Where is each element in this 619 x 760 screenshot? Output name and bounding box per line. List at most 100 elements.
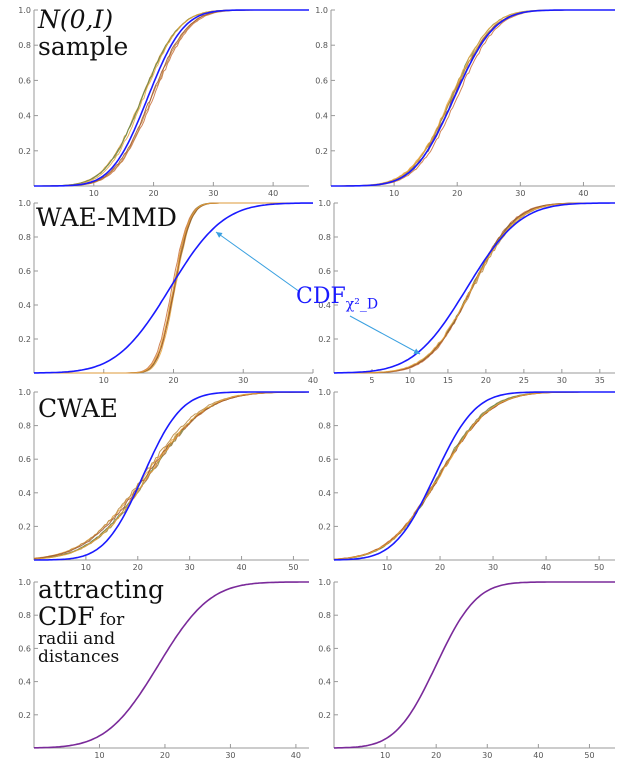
- callout-text: CDF: [296, 284, 346, 309]
- x-tick-label: 30: [208, 189, 218, 198]
- sample-cdf-curve: [331, 9, 615, 187]
- callout-arrow-left: [215, 231, 301, 293]
- y-tick-label: 0.2: [318, 711, 331, 720]
- row4-label-line2a: CDF: [38, 602, 95, 631]
- sample-cdf-curve: [33, 391, 309, 560]
- y-tick-label: 0.2: [318, 522, 331, 531]
- x-tick-label: 20: [435, 563, 445, 572]
- row-label-cwae: CWAE: [38, 394, 118, 423]
- x-tick-label: 40: [578, 189, 588, 198]
- y-tick-label: 0.8: [318, 611, 331, 620]
- cdf-chi-squared-callout: CDFχ²_D: [296, 284, 378, 312]
- sample-cdf-curve: [331, 9, 615, 187]
- x-tick-label: 20: [452, 189, 462, 198]
- x-tick-label: 5: [369, 376, 374, 385]
- y-tick-label: 1.0: [18, 199, 31, 208]
- y-tick-label: 0.2: [315, 147, 328, 156]
- y-tick-label: 0.4: [318, 489, 331, 498]
- sample-cdf-curve: [331, 9, 615, 187]
- row-label-attracting: attracting CDF for radii and distances: [38, 576, 164, 667]
- callout-arrow-right: [349, 315, 421, 355]
- x-tick-label: 30: [557, 376, 567, 385]
- x-tick-label: 20: [133, 563, 143, 572]
- sample-cdf-curve: [333, 391, 615, 560]
- x-tick-label: 50: [594, 563, 604, 572]
- panel-row2-right: 0.2 0.4 0.6 0.8 1.0 5 10 15 20 25 30 35: [318, 199, 615, 385]
- x-tick-label: 10: [94, 751, 104, 760]
- panel-row1-right: 0.2 0.4 0.6 0.8 1.0 10 20 30 40: [315, 6, 615, 198]
- y-tick-label: 0.6: [18, 455, 31, 464]
- y-tick-label: 1.0: [318, 199, 331, 208]
- reference-cdf-curve: [331, 9, 615, 187]
- x-tick-label: 20: [431, 751, 441, 760]
- y-tick-label: 0.8: [18, 611, 31, 620]
- x-tick-label: 15: [443, 376, 453, 385]
- reference-cdf-curve: [34, 9, 309, 187]
- reference-cdf-curve: [34, 391, 309, 561]
- y-tick-label: 0.8: [318, 422, 331, 431]
- x-tick-label: 35: [595, 376, 605, 385]
- x-tick-label: 50: [584, 751, 594, 760]
- panel-row1-left: 0.2 0.4 0.6 0.8 1.0 10 20 30 40: [18, 6, 309, 198]
- y-tick-label: 0.2: [18, 147, 31, 156]
- sample-cdf-curve: [34, 202, 313, 374]
- sample-cdf-curve: [333, 391, 615, 560]
- y-tick-label: 0.4: [18, 489, 31, 498]
- x-tick-label: 10: [405, 376, 415, 385]
- row4-label-line2b: for: [99, 610, 125, 630]
- y-tick-label: 1.0: [318, 578, 331, 587]
- sample-cdf-curve: [333, 391, 615, 560]
- sample-cdf-curve: [331, 9, 615, 187]
- x-tick-label: 20: [481, 376, 491, 385]
- row4-label-line1: attracting: [38, 575, 165, 604]
- y-tick-label: 0.4: [18, 678, 31, 687]
- y-tick-label: 0.8: [18, 233, 31, 242]
- y-tick-label: 0.6: [315, 76, 328, 85]
- y-tick-label: 0.6: [18, 644, 31, 653]
- attracting-cdf-curve: [34, 581, 309, 749]
- y-tick-label: 0.6: [318, 267, 331, 276]
- row-label-wae-mmd: WAE-MMD: [36, 203, 177, 232]
- row4-label-line3b: and: [83, 629, 116, 649]
- sample-cdf-curve: [333, 391, 615, 560]
- sample-cdf-curve: [331, 9, 615, 187]
- x-tick-label: 30: [488, 563, 498, 572]
- panel-row4-right: 0.2 0.4 0.6 0.8 1.0 10 20 30 40 50: [318, 578, 615, 760]
- y-tick-label: 0.2: [18, 335, 31, 344]
- y-tick-label: 0.6: [18, 267, 31, 276]
- y-tick-label: 0.6: [318, 455, 331, 464]
- sample-cdf-curve: [331, 9, 615, 187]
- y-tick-label: 1.0: [18, 388, 31, 397]
- callout-subscript: χ²_D: [345, 296, 379, 313]
- x-tick-label: 20: [148, 189, 158, 198]
- y-tick-label: 1.0: [315, 6, 328, 15]
- x-tick-label: 50: [288, 563, 298, 572]
- x-tick-label: 20: [168, 376, 178, 385]
- y-tick-label: 1.0: [18, 6, 31, 15]
- y-tick-label: 0.6: [18, 76, 31, 85]
- row4-label-line3a: radii: [38, 629, 79, 649]
- x-tick-label: 30: [225, 751, 235, 760]
- y-tick-label: 0.8: [318, 233, 331, 242]
- y-tick-label: 1.0: [318, 388, 331, 397]
- sample-cdf-curve: [331, 9, 615, 187]
- y-tick-label: 0.2: [18, 711, 31, 720]
- reference-cdf-curve: [34, 202, 313, 374]
- x-tick-label: 10: [89, 189, 99, 198]
- panel-row2-left: 0.2 0.4 0.6 0.8 1.0 10 20 30 40: [18, 199, 318, 385]
- row1-label-line2: sample: [38, 32, 129, 61]
- y-tick-label: 0.2: [18, 522, 31, 531]
- y-tick-label: 0.8: [18, 422, 31, 431]
- x-tick-label: 40: [291, 751, 301, 760]
- y-tick-label: 0.4: [318, 678, 331, 687]
- row4-label-line4: distances: [38, 647, 120, 668]
- x-tick-label: 30: [515, 189, 525, 198]
- x-tick-label: 10: [382, 563, 392, 572]
- x-tick-label: 40: [236, 563, 246, 572]
- y-tick-label: 1.0: [18, 578, 31, 587]
- sample-cdf-curve: [333, 391, 615, 560]
- row-label-normal-sample: N(0,I) sample: [38, 6, 128, 60]
- x-tick-label: 40: [541, 563, 551, 572]
